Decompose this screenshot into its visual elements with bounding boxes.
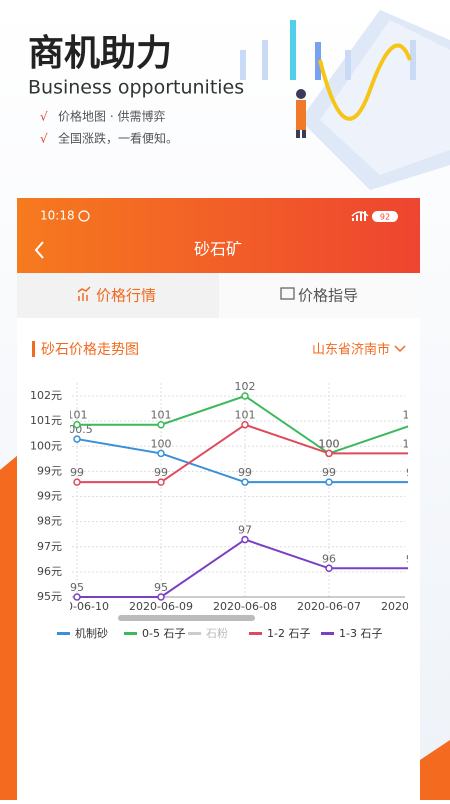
y-tick-label: 95元 bbox=[37, 590, 62, 603]
y-tick-label: 101元 bbox=[30, 414, 62, 427]
legend-label[interactable]: 机制砂 bbox=[75, 626, 108, 640]
data-label: 100 bbox=[319, 437, 340, 450]
legend-label[interactable]: 1-2 石子 bbox=[267, 627, 310, 640]
legend-swatch bbox=[124, 632, 137, 635]
header-title: 商机助力 bbox=[28, 33, 172, 74]
data-label: 97 bbox=[238, 524, 252, 537]
data-label: 96 bbox=[406, 552, 420, 565]
point bbox=[325, 478, 333, 486]
scrollbar[interactable] bbox=[118, 615, 255, 621]
alarm-icon bbox=[78, 210, 90, 222]
legend-swatch bbox=[188, 632, 201, 635]
point bbox=[241, 392, 249, 400]
y-tick-label: 96元 bbox=[37, 565, 62, 578]
tab-icon bbox=[280, 287, 295, 300]
axis: 95元 96元 97元 98元 99元 99元 100元 101元 102元 bbox=[30, 389, 62, 603]
battery-level: 92 bbox=[380, 213, 390, 222]
data-label: 100 bbox=[151, 437, 172, 450]
y-tick-label: 99元 bbox=[37, 464, 62, 477]
data-label: 99 bbox=[406, 466, 420, 479]
point bbox=[157, 449, 165, 458]
point bbox=[157, 593, 165, 601]
data-label: 100 bbox=[403, 437, 424, 450]
data-label: 99 bbox=[154, 466, 168, 479]
check: √ bbox=[40, 110, 48, 124]
header-subtitle: Business opportunities bbox=[28, 77, 244, 99]
panel-marker bbox=[32, 341, 35, 357]
decor-right bbox=[420, 740, 450, 800]
point bbox=[73, 435, 81, 443]
data-label: 96 bbox=[322, 552, 336, 565]
data-label: 101 bbox=[67, 409, 88, 422]
data-label: 101 bbox=[403, 409, 424, 422]
app-bar bbox=[17, 198, 420, 273]
x-tick-label: 2020-06-09 bbox=[129, 600, 193, 613]
x-tick-label: 2020-06-08 bbox=[213, 600, 277, 613]
point bbox=[73, 478, 81, 486]
data-label: 95 bbox=[154, 581, 168, 594]
y-tick-label: 98元 bbox=[37, 515, 62, 528]
data-label: 99 bbox=[322, 466, 336, 479]
point bbox=[241, 478, 249, 486]
point bbox=[73, 420, 81, 429]
decor-left bbox=[0, 455, 18, 800]
data-label: 99 bbox=[70, 466, 84, 479]
bullet: 全国涨跌，一看便知。 bbox=[58, 131, 178, 146]
point bbox=[73, 593, 81, 601]
tab-icon bbox=[77, 286, 91, 301]
legend-label[interactable]: 0-5 石子 bbox=[142, 627, 185, 640]
panel-title: 砂石价格走势图 bbox=[41, 342, 139, 358]
bullet: 价格地图 · 供需博弈 bbox=[58, 109, 165, 124]
point bbox=[325, 449, 333, 458]
check: √ bbox=[40, 132, 48, 146]
point bbox=[241, 420, 249, 429]
tab-label[interactable]: 价格指导 bbox=[298, 287, 358, 305]
dropdown-icon bbox=[394, 345, 406, 353]
y-tick-label: 102元 bbox=[30, 389, 62, 402]
tab-label[interactable]: 价格行情 bbox=[96, 287, 156, 305]
legend-label[interactable]: 石粉 bbox=[206, 627, 228, 640]
status-time: 10:18 bbox=[40, 209, 75, 223]
data-label: 95 bbox=[70, 581, 84, 594]
point bbox=[241, 535, 249, 544]
illustration bbox=[240, 10, 450, 190]
plot: 2020-06-10 2020-06-09 2020-06-08 2020-06-07… bbox=[45, 380, 445, 613]
point bbox=[325, 564, 333, 573]
point bbox=[157, 478, 165, 486]
data-label: 100 bbox=[319, 437, 340, 450]
y-tick-label: 97元 bbox=[37, 540, 62, 553]
point bbox=[157, 420, 165, 429]
legend-swatch bbox=[57, 632, 70, 635]
data-label: 101 bbox=[235, 409, 256, 422]
x-tick-label: 2020-06-07 bbox=[297, 600, 361, 613]
data-label: 99 bbox=[238, 466, 252, 479]
tab[interactable] bbox=[219, 273, 420, 318]
legend-swatch bbox=[321, 632, 334, 635]
nav-title: 砂石矿 bbox=[194, 240, 242, 259]
x-tick-label: 2020-06-10 bbox=[45, 600, 109, 613]
back-button[interactable] bbox=[34, 241, 44, 259]
wifi-icon bbox=[351, 211, 369, 217]
data-label: 102 bbox=[235, 380, 256, 393]
y-tick-label: 100元 bbox=[30, 439, 62, 452]
battery-icon bbox=[372, 211, 398, 222]
x-tick-label: 2020-06-06 bbox=[381, 600, 445, 613]
tab-active[interactable] bbox=[17, 273, 219, 318]
legend-swatch bbox=[249, 632, 262, 635]
signal-icon bbox=[352, 211, 366, 221]
location-select[interactable]: 山东省济南市 bbox=[312, 342, 390, 358]
data-label: 101 bbox=[151, 409, 172, 422]
y-tick-label: 99元 bbox=[37, 490, 62, 503]
legend-label[interactable]: 1-3 石子 bbox=[339, 627, 382, 640]
